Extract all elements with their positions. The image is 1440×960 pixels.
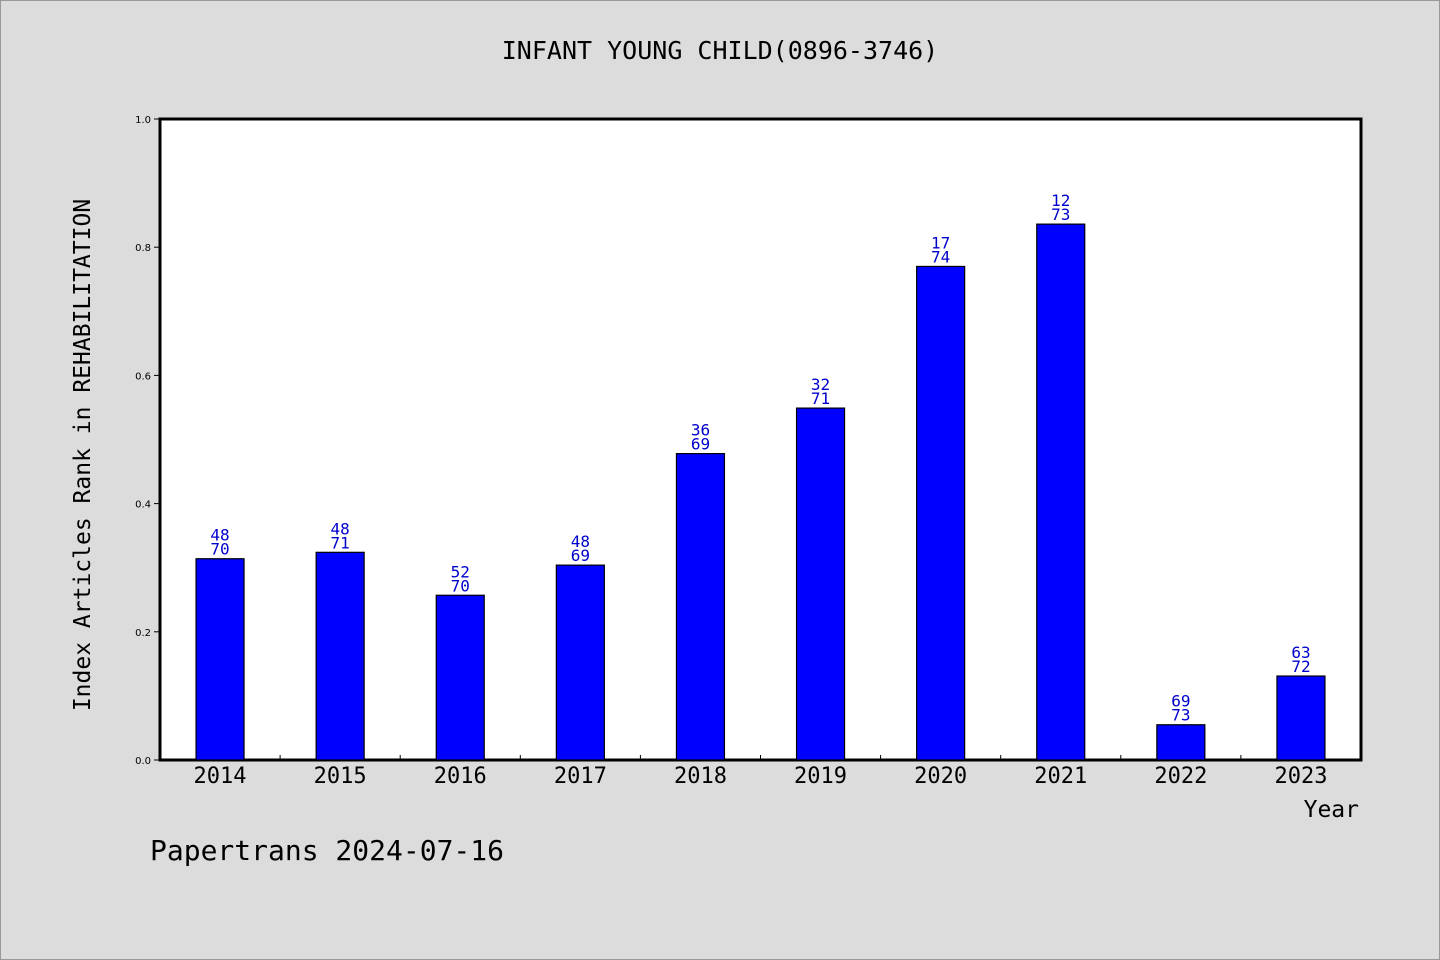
x-tick-label-2020: 2020 [914,764,967,789]
bar-label-top-2021: 12 [1051,191,1070,210]
bar-label-bottom-2017: 69 [571,546,590,565]
bar-2021 [1036,223,1086,761]
y-tick-label: 0.0 [135,756,151,767]
bar-label-top-2015: 48 [331,519,350,538]
bar-label-bottom-2020: 74 [931,247,950,266]
x-tick-label-2016: 2016 [434,764,487,789]
x-tick-label-2015: 2015 [314,764,367,789]
bar-label-bottom-2014: 70 [210,540,229,559]
bar-label-top-2014: 48 [210,526,229,545]
bar-label-top-2019: 32 [811,375,830,394]
bar-label-bottom-2022: 73 [1171,706,1190,725]
bar-label-bottom-2016: 70 [451,576,470,595]
bar-2016 [435,594,485,761]
bar-label-top-2022: 69 [1171,692,1190,711]
y-tick-label: 0.2 [135,628,151,639]
bar-2015 [315,551,365,761]
x-tick-label-2018: 2018 [674,764,727,789]
chart-title: INFANT YOUNG CHILD(0896-3746) [501,36,939,65]
bar-label-bottom-2019: 71 [811,389,830,408]
x-tick-label-2019: 2019 [794,764,847,789]
bar-2018 [675,453,726,761]
bar-2017 [555,564,605,761]
bar-label-top-2020: 17 [931,233,950,252]
footer-text: Papertrans 2024-07-16 [150,834,505,867]
y-tick-label: 0.6 [135,371,151,382]
y-axis-label: Index Articles Rank in REHABILITATION [70,199,96,711]
bar-label-bottom-2015: 71 [331,533,350,552]
y-tick-label: 1.0 [135,115,151,126]
bar-label-top-2023: 63 [1291,643,1310,662]
x-axis-label: Year [1304,797,1359,823]
x-tick-label-2023: 2023 [1274,764,1327,789]
x-tick-label-2021: 2021 [1034,764,1087,789]
x-tick-label-2014: 2014 [194,764,247,789]
bar-label-top-2016: 52 [451,562,470,581]
bar-label-bottom-2023: 72 [1291,657,1310,676]
bar-2020 [916,265,966,761]
bar-2022 [1156,724,1206,761]
bar-2023 [1276,675,1326,761]
bar-label-bottom-2018: 69 [691,435,710,454]
bar-label-top-2017: 48 [571,532,590,551]
bar-label-top-2018: 36 [691,421,710,440]
y-tick-label: 0.4 [135,500,151,511]
y-tick-label: 0.8 [135,243,151,254]
x-tick-label-2022: 2022 [1154,764,1207,789]
bar-2019 [795,407,846,761]
x-tick-label-2017: 2017 [554,764,607,789]
bar-2014 [195,558,245,761]
bar-label-bottom-2021: 73 [1051,205,1070,224]
